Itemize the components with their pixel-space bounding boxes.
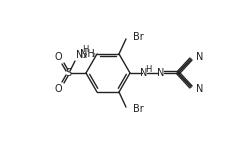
Text: O: O [54, 52, 62, 62]
Text: N: N [140, 68, 148, 78]
Text: H: H [82, 46, 88, 55]
Text: $_2$: $_2$ [91, 51, 97, 60]
Text: N: N [196, 52, 203, 62]
Text: 2: 2 [83, 53, 87, 59]
Text: N: N [157, 68, 165, 78]
Text: N: N [76, 50, 84, 60]
Text: Br: Br [133, 104, 144, 114]
Text: NH: NH [80, 49, 95, 59]
Text: Br: Br [133, 32, 144, 42]
Text: O: O [54, 84, 62, 94]
Text: H: H [145, 65, 151, 74]
Text: S: S [65, 68, 71, 78]
Text: N: N [196, 84, 203, 94]
